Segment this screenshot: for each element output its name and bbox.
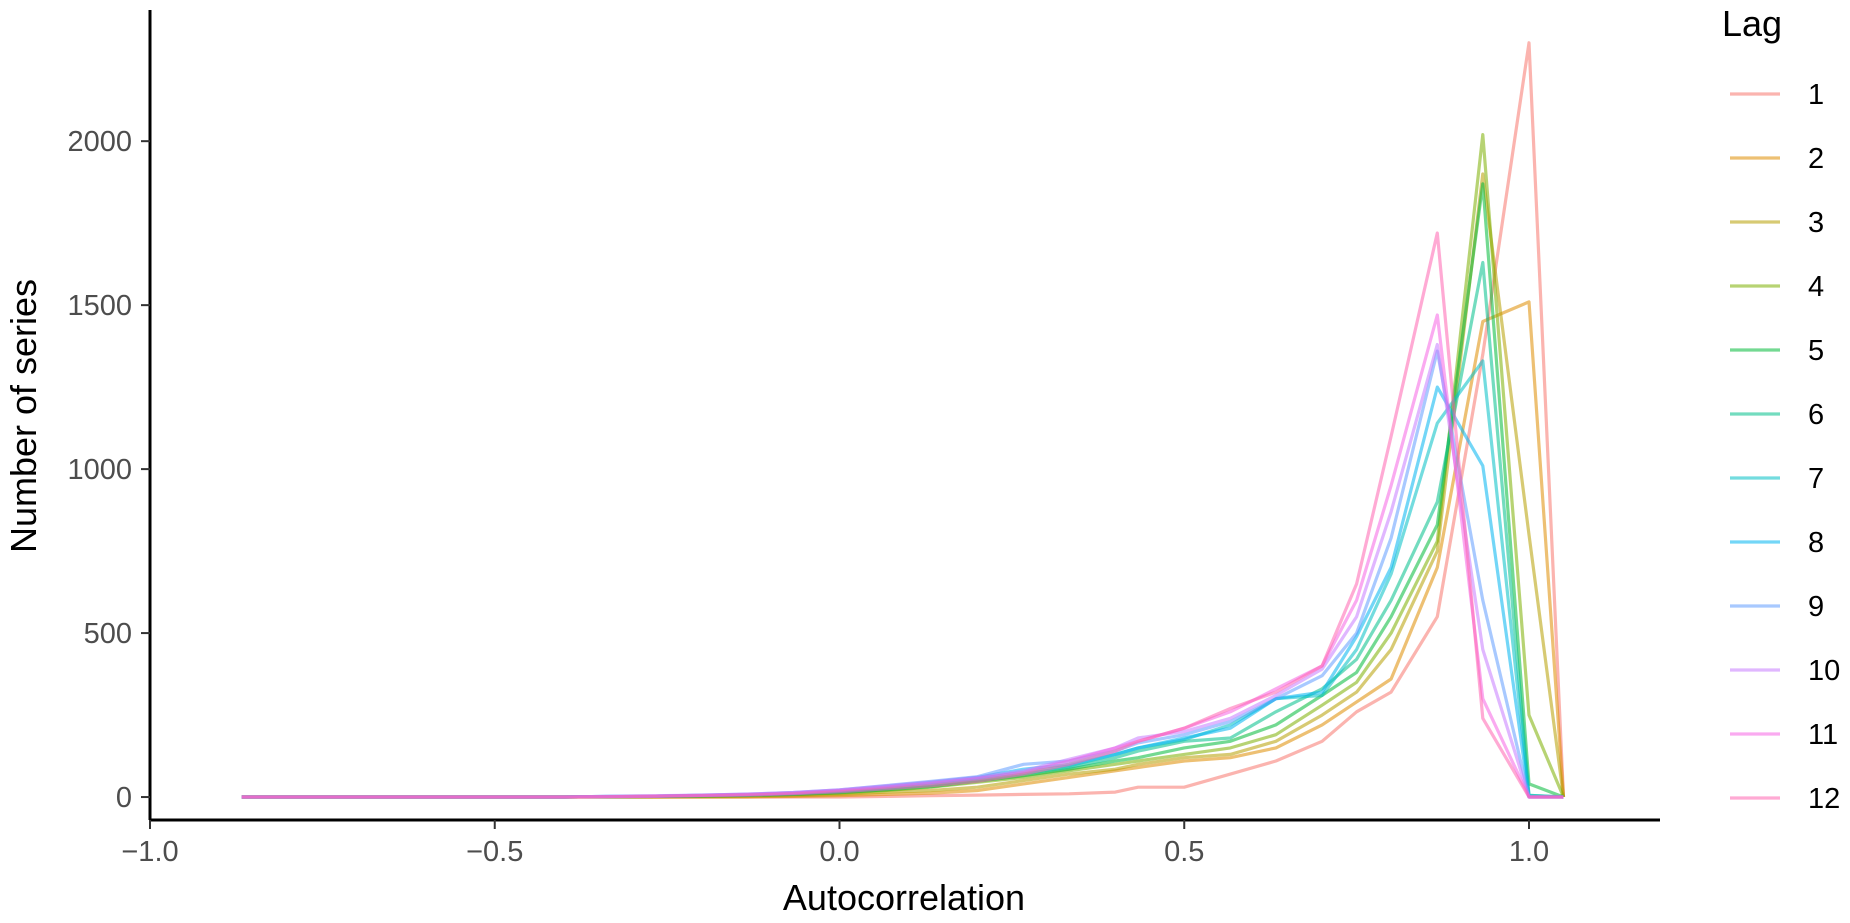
legend-label: 7 xyxy=(1808,463,1824,495)
legend-item-lag-8: 8 xyxy=(1730,527,1824,559)
legend-item-lag-2: 2 xyxy=(1730,143,1824,175)
series-line-lag-3 xyxy=(241,172,1566,799)
legend-item-lag-5: 5 xyxy=(1730,335,1824,367)
legend-item-lag-11: 11 xyxy=(1730,719,1838,751)
series-line-lag-11 xyxy=(241,313,1564,799)
legend-label: 10 xyxy=(1808,655,1840,687)
x-tick-label: −0.5 xyxy=(466,836,523,868)
y-tick-label: 2000 xyxy=(67,126,132,158)
axes: −1.0 −0.5 0.0 0.5 1.0 0 500 1000 1500 2000 xyxy=(67,10,1660,868)
plot-lines xyxy=(241,41,1566,799)
legend-label: 12 xyxy=(1808,783,1840,815)
y-tick-label: 1500 xyxy=(67,290,132,322)
legend-item-lag-9: 9 xyxy=(1730,591,1824,623)
legend-item-lag-12: 12 xyxy=(1730,783,1840,815)
x-axis-title: Autocorrelation xyxy=(783,877,1025,918)
legend-label: 3 xyxy=(1808,207,1824,239)
series-line-lag-12 xyxy=(241,231,1564,799)
x-tick-label: 1.0 xyxy=(1509,836,1549,868)
series-line-lag-7 xyxy=(241,359,1564,799)
legend-label: 11 xyxy=(1808,719,1838,751)
legend-item-lag-3: 3 xyxy=(1730,207,1824,239)
x-tick-label: 0.5 xyxy=(1164,836,1204,868)
legend-item-lag-7: 7 xyxy=(1730,463,1824,495)
series-line-lag-6 xyxy=(241,260,1564,799)
legend-item-lag-4: 4 xyxy=(1730,271,1824,303)
x-tick-label: 0.0 xyxy=(819,836,859,868)
legend-label: 4 xyxy=(1808,271,1824,303)
legend-label: 5 xyxy=(1808,335,1824,367)
legend-title: Lag xyxy=(1722,3,1782,44)
legend-label: 9 xyxy=(1808,591,1824,623)
y-axis-title: Number of series xyxy=(3,279,44,553)
legend-item-lag-10: 10 xyxy=(1730,655,1840,687)
legend-label: 6 xyxy=(1808,399,1824,431)
legend-label: 1 xyxy=(1808,79,1824,111)
y-tick-label: 500 xyxy=(84,618,132,650)
x-tick-label: −1.0 xyxy=(121,836,178,868)
legend-label: 2 xyxy=(1808,143,1824,175)
legend-item-lag-1: 1 xyxy=(1730,79,1824,111)
series-line-lag-5 xyxy=(241,182,1565,799)
legend-label: 8 xyxy=(1808,527,1824,559)
y-tick-label: 0 xyxy=(116,782,132,814)
y-tick-label: 1000 xyxy=(67,454,132,486)
legend-item-lag-6: 6 xyxy=(1730,399,1824,431)
